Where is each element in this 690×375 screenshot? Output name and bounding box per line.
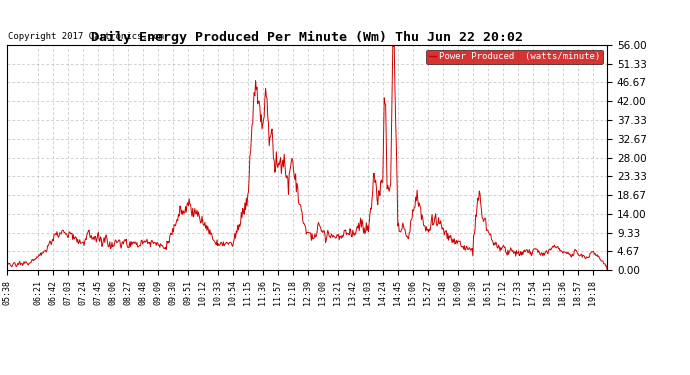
- Title: Daily Energy Produced Per Minute (Wm) Thu Jun 22 20:02: Daily Energy Produced Per Minute (Wm) Th…: [91, 31, 523, 44]
- Legend: Power Produced  (watts/minute): Power Produced (watts/minute): [426, 50, 602, 64]
- Text: Copyright 2017 Cartronics.com: Copyright 2017 Cartronics.com: [8, 32, 164, 41]
